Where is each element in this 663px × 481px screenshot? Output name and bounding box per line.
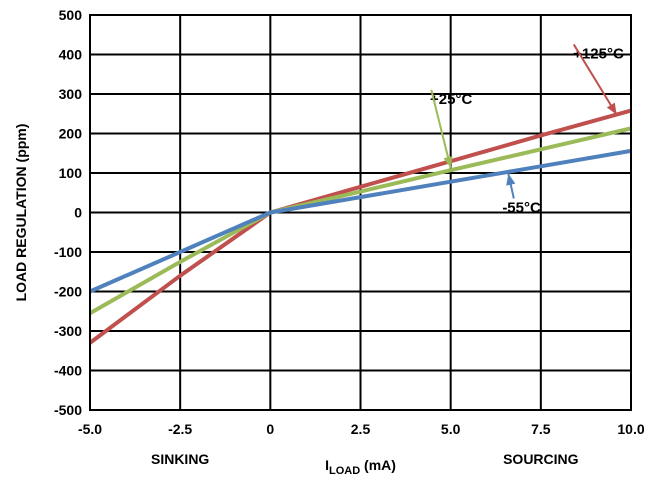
x-axis-title: ILOAD (mA) (325, 457, 396, 477)
series-line (88, 108, 632, 345)
plot-frame (89, 14, 632, 411)
y-tick-label: 500 (59, 7, 83, 23)
y-tick-label: -500 (54, 402, 82, 418)
region-label: SOURCING (503, 451, 579, 467)
x-tick-label: 0 (266, 421, 274, 437)
y-tick-label: -300 (54, 323, 82, 339)
y-tick-label: -400 (54, 363, 82, 379)
annotation-leader-line (572, 43, 618, 116)
x-tick-label: 2.5 (351, 421, 371, 437)
series-label: +25°C (430, 91, 472, 108)
y-tick-label: 100 (59, 165, 83, 181)
series-line (89, 126, 632, 315)
x-tick-label: 5.0 (441, 421, 461, 437)
grid (89, 14, 632, 411)
series-annotations: +125°C +25°C -55°C (430, 43, 624, 217)
x-axis-title-main: I (325, 457, 329, 473)
y-tick-label: -100 (54, 244, 82, 260)
y-tick-label: 300 (59, 86, 83, 102)
series-label: -55°C (502, 200, 541, 217)
y-tick-label: 0 (74, 205, 82, 221)
series-line (89, 148, 632, 294)
y-tick-label: 400 (59, 47, 83, 63)
x-axis-title-subscript: LOAD (329, 465, 360, 477)
x-tick-label: 7.5 (531, 421, 551, 437)
series-lines (88, 108, 632, 345)
annotation-arrowhead (506, 173, 516, 186)
region-label: SINKING (151, 451, 209, 467)
region-labels: SINKING SOURCING (151, 451, 579, 467)
annotation-leader-line (430, 89, 452, 169)
y-tick-label: -200 (54, 284, 82, 300)
series-label: +125°C (573, 45, 624, 62)
x-tick-labels: -5.0 -2.5 0 2.5 5.0 7.5 10.0 (78, 421, 645, 437)
x-tick-label: -5.0 (78, 421, 102, 437)
y-axis-title: LOAD REGULATION (ppm) (13, 124, 29, 302)
annotation-arrowhead (606, 102, 617, 115)
y-tick-labels: 500 400 300 200 100 0 -100 -200 -300 -400 -500 (54, 7, 82, 418)
y-tick-label: 200 (59, 126, 83, 142)
x-tick-label: -2.5 (168, 421, 192, 437)
x-tick-label: 10.0 (617, 421, 644, 437)
x-axis-title-unit: (mA) (360, 457, 396, 473)
annotation-arrowhead (443, 156, 453, 168)
